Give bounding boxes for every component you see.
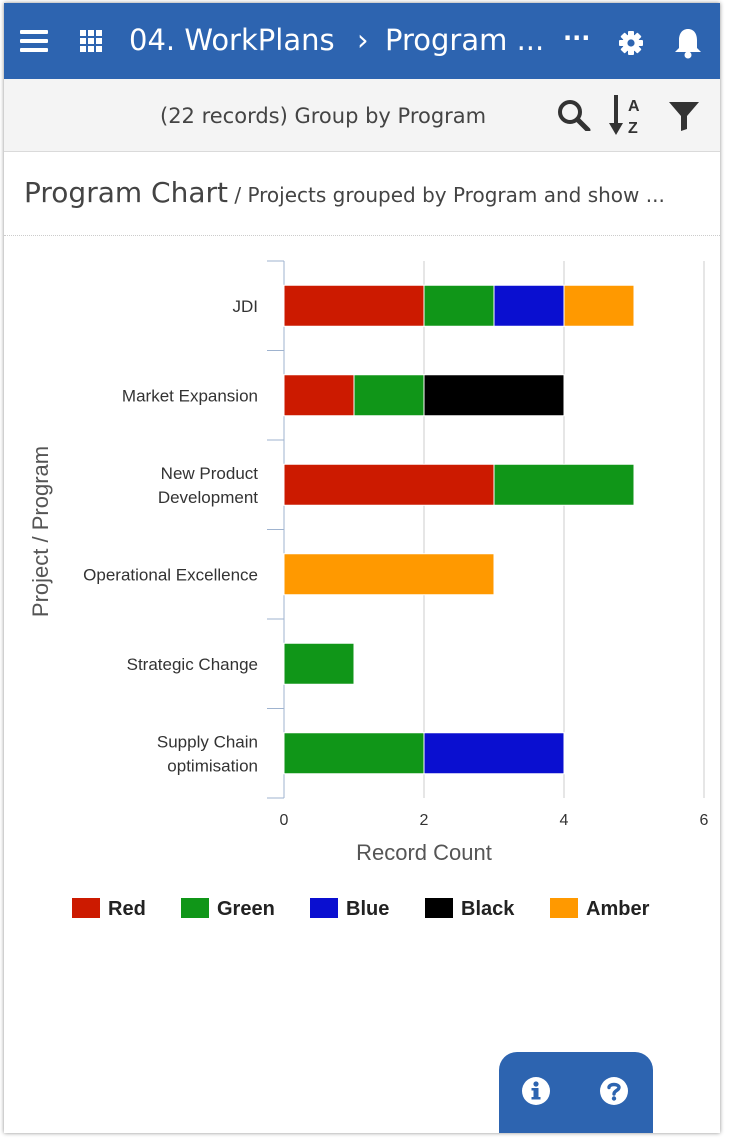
y-tick-label: Market Expansion xyxy=(122,386,258,405)
y-axis-title: Project / Program xyxy=(28,446,53,617)
bar-blue[interactable] xyxy=(493,284,565,327)
y-tick-label: Operational Excellence xyxy=(83,565,258,584)
legend-label-black: Black xyxy=(461,898,515,920)
bar-green[interactable] xyxy=(493,463,635,506)
breadcrumb-root[interactable]: 04. WorkPlans xyxy=(129,23,335,57)
y-tick-label: New Product xyxy=(161,464,259,483)
bar-green[interactable] xyxy=(423,284,495,327)
chart-header-divider xyxy=(4,235,720,236)
app-window: 04. WorkPlans › Program ... ··· (22 reco… xyxy=(4,3,720,1133)
help-toolbar xyxy=(499,1052,653,1133)
legend-swatch-black xyxy=(425,898,453,918)
records-count-label: (22 records) Group by Program xyxy=(160,104,487,128)
bar-blue[interactable] xyxy=(423,732,565,775)
info-icon[interactable] xyxy=(521,1076,551,1106)
more-options-button[interactable]: ··· xyxy=(563,24,591,52)
legend-swatch-blue xyxy=(310,898,338,918)
x-tick-label: 6 xyxy=(700,812,709,829)
bar-green[interactable] xyxy=(283,732,425,775)
legend-swatch-amber xyxy=(550,898,578,918)
legend-label-blue: Blue xyxy=(346,898,389,920)
program-bar-chart: JDI Market Expansion New Product Developmen… xyxy=(28,260,709,920)
help-question-icon[interactable] xyxy=(599,1076,629,1106)
top-navigation-bar: 04. WorkPlans › Program ... ··· xyxy=(4,3,720,79)
legend-label-red: Red xyxy=(108,898,146,920)
hamburger-menu-icon[interactable] xyxy=(20,29,48,53)
bar-green[interactable] xyxy=(283,642,355,685)
bar-amber[interactable] xyxy=(563,284,635,327)
x-tick-label: 2 xyxy=(420,812,429,829)
bar-amber[interactable] xyxy=(283,553,495,596)
bar-red[interactable] xyxy=(283,374,355,417)
chart-title-subtitle: / Projects grouped by Program and show .… xyxy=(227,183,665,207)
x-tick-label: 4 xyxy=(560,812,569,829)
chart-title-main: Program Chart xyxy=(24,176,228,209)
y-tick-label: Development xyxy=(158,488,258,507)
apps-grid-icon[interactable] xyxy=(80,30,102,52)
chart-title: Program Chart / Projects grouped by Prog… xyxy=(24,176,665,209)
legend-swatch-green xyxy=(181,898,209,918)
legend-label-amber: Amber xyxy=(586,898,650,920)
breadcrumb-current: Program ... xyxy=(385,23,545,57)
notifications-bell-icon[interactable] xyxy=(674,27,702,59)
y-tick-label: optimisation xyxy=(167,756,258,775)
svg-text:Z: Z xyxy=(628,120,638,137)
settings-gear-icon[interactable] xyxy=(618,30,644,56)
breadcrumb-separator: › xyxy=(357,23,369,57)
bar-green[interactable] xyxy=(353,374,425,417)
y-tick-label: JDI xyxy=(233,297,259,316)
bar-red[interactable] xyxy=(283,463,495,506)
bar-red[interactable] xyxy=(283,284,425,327)
list-toolbar: (22 records) Group by Program A Z xyxy=(4,79,720,152)
x-tick-label: 0 xyxy=(280,812,289,829)
y-tick-label: Supply Chain xyxy=(157,732,258,751)
legend-swatch-red xyxy=(72,898,100,918)
filter-icon[interactable] xyxy=(668,100,700,132)
x-axis-title: Record Count xyxy=(356,840,492,865)
y-tick-label: Strategic Change xyxy=(127,655,258,674)
bar-black[interactable] xyxy=(423,374,565,417)
search-icon[interactable] xyxy=(557,99,591,131)
legend-label-green: Green xyxy=(217,898,275,920)
svg-text:A: A xyxy=(628,98,640,115)
sort-az-icon[interactable]: A Z xyxy=(608,93,648,137)
